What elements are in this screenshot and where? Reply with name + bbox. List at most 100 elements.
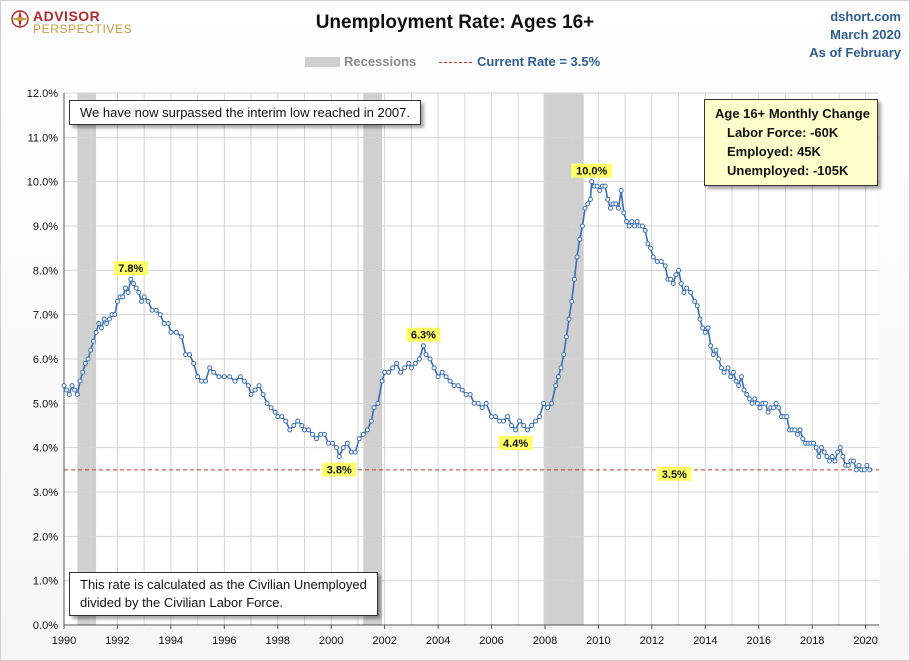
data-point bbox=[310, 431, 316, 437]
logo-text-perspectives: PERSPECTIVES bbox=[33, 22, 133, 36]
chart-title: Unemployment Rate: Ages 16+ bbox=[315, 12, 595, 33]
data-point bbox=[402, 365, 408, 371]
data-point bbox=[765, 409, 771, 415]
x-tick-label: 2020 bbox=[853, 635, 877, 647]
data-point bbox=[279, 414, 285, 420]
data-point bbox=[77, 378, 83, 384]
x-tick-label: 1994 bbox=[159, 635, 183, 647]
data-point bbox=[676, 267, 682, 273]
data-point bbox=[125, 290, 131, 295]
advisor-perspectives-logo: ADVISOR PERSPECTIVES bbox=[8, 7, 138, 37]
data-point bbox=[330, 440, 336, 446]
data-point bbox=[371, 405, 377, 411]
data-point bbox=[295, 418, 301, 424]
monthly-change-box: Age 16+ Monthly Change Labor Force: -60K… bbox=[704, 99, 878, 186]
data-point bbox=[423, 352, 429, 358]
data-point bbox=[360, 431, 366, 437]
data-point bbox=[232, 378, 238, 384]
x-tick-label: 2010 bbox=[586, 635, 610, 647]
data-point bbox=[705, 325, 711, 331]
data-point bbox=[348, 449, 354, 455]
data-point bbox=[702, 329, 708, 335]
data-point bbox=[173, 329, 179, 335]
data-point bbox=[306, 427, 311, 433]
data-point bbox=[141, 294, 147, 300]
x-tick-label: 1996 bbox=[212, 635, 236, 647]
data-point bbox=[96, 321, 102, 327]
data-point bbox=[168, 329, 174, 335]
data-point bbox=[648, 245, 654, 251]
data-point bbox=[555, 374, 561, 380]
data-point bbox=[673, 272, 679, 278]
data-point bbox=[203, 378, 209, 384]
data-point bbox=[829, 454, 835, 460]
y-tick-label: 2.0% bbox=[33, 531, 58, 543]
data-point bbox=[475, 400, 481, 406]
data-point bbox=[792, 427, 798, 433]
data-point bbox=[821, 449, 827, 455]
data-point bbox=[718, 365, 724, 371]
data-point bbox=[721, 369, 727, 375]
data-point bbox=[74, 391, 80, 397]
y-tick-label: 3.0% bbox=[33, 487, 58, 499]
data-point bbox=[668, 276, 674, 282]
callout-label: 7.8% bbox=[118, 263, 143, 275]
data-point bbox=[688, 290, 694, 295]
data-point bbox=[640, 223, 646, 229]
data-point bbox=[730, 369, 736, 375]
data-point bbox=[299, 423, 305, 428]
data-point bbox=[597, 188, 603, 194]
data-point bbox=[634, 219, 640, 225]
data-point bbox=[93, 329, 99, 335]
data-point bbox=[85, 356, 91, 362]
data-point bbox=[757, 405, 763, 411]
data-point bbox=[867, 467, 873, 473]
data-point bbox=[69, 383, 75, 389]
data-point bbox=[356, 436, 362, 442]
data-point bbox=[80, 369, 86, 375]
y-tick-label: 8.0% bbox=[33, 265, 58, 277]
data-point bbox=[336, 454, 342, 460]
data-point bbox=[744, 391, 750, 397]
callout-highlight bbox=[571, 163, 613, 178]
data-point bbox=[827, 458, 833, 464]
data-point bbox=[451, 383, 457, 389]
data-point bbox=[577, 236, 583, 242]
data-point bbox=[537, 414, 543, 420]
unemployment-series bbox=[61, 179, 873, 473]
data-point bbox=[517, 418, 523, 424]
legend-current-rate-swatch bbox=[439, 62, 472, 63]
data-point bbox=[489, 414, 495, 420]
data-point bbox=[716, 356, 722, 362]
data-point bbox=[364, 427, 370, 433]
data-point bbox=[408, 365, 414, 371]
data-point bbox=[697, 316, 703, 322]
callout-highlight bbox=[657, 466, 692, 481]
data-point bbox=[112, 312, 118, 318]
data-point bbox=[654, 258, 660, 264]
callout-highlight bbox=[322, 462, 357, 477]
data-point bbox=[272, 409, 278, 415]
data-point bbox=[479, 405, 485, 411]
value-callouts: 7.8% 3.8% 6.3% 4.4% 10.0% 3.5% bbox=[113, 163, 692, 481]
source-block: dshort.com March 2020 As of February bbox=[809, 8, 901, 62]
y-tick-label: 12.0% bbox=[27, 88, 58, 100]
data-point bbox=[183, 352, 189, 358]
data-point bbox=[861, 467, 867, 473]
data-point bbox=[191, 360, 197, 366]
data-point bbox=[582, 205, 588, 211]
data-point bbox=[725, 365, 731, 371]
data-point bbox=[153, 307, 159, 313]
data-point bbox=[237, 374, 243, 380]
source-site: dshort.com bbox=[830, 9, 901, 24]
data-point bbox=[161, 321, 167, 327]
note-calculation-line1: This rate is calculated as the Civilian … bbox=[80, 577, 367, 592]
data-point bbox=[443, 374, 449, 380]
data-point bbox=[318, 431, 324, 437]
data-point bbox=[447, 378, 453, 384]
data-point bbox=[621, 210, 627, 216]
data-point bbox=[398, 369, 404, 375]
data-point bbox=[195, 374, 201, 380]
data-point bbox=[340, 445, 346, 451]
data-point bbox=[513, 427, 519, 433]
